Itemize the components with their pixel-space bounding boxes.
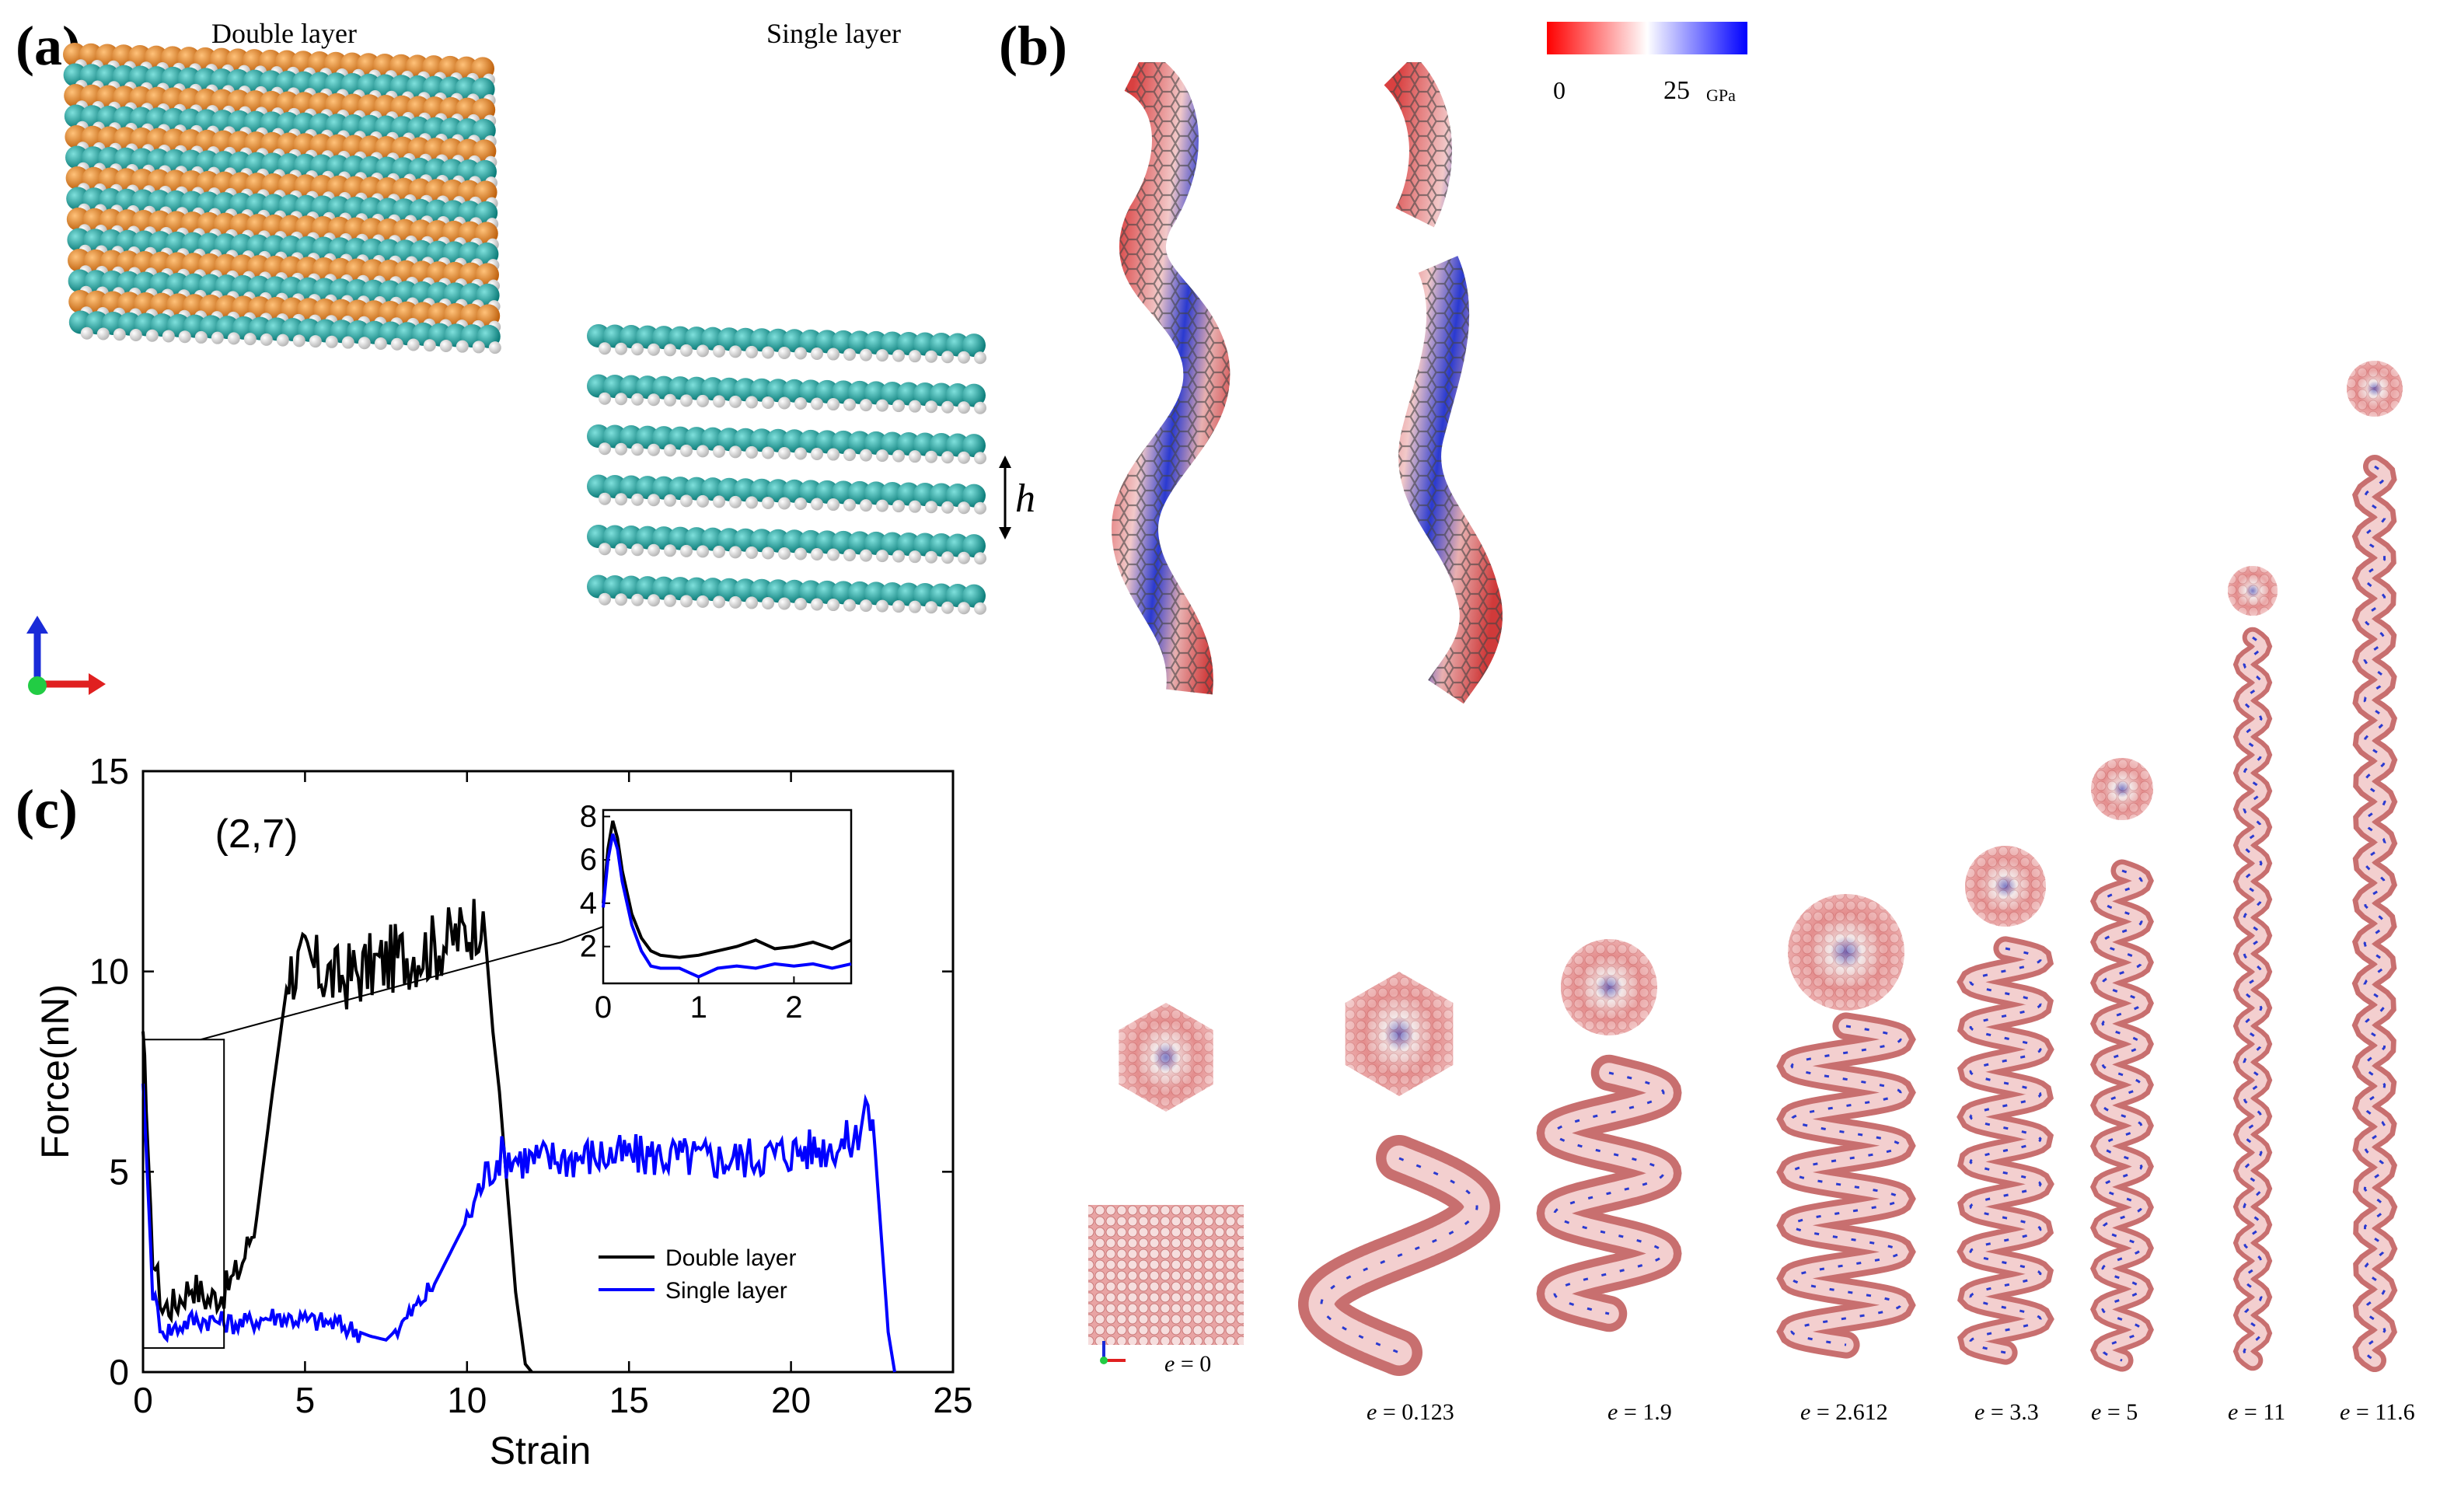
inset-x-tick-label: 1 [690,990,707,1025]
x-tick-label: 10 [447,1380,487,1420]
molecule-row [64,104,497,148]
x-tick-label: 20 [771,1380,811,1420]
y-tick-label: 0 [109,1352,129,1392]
helix-structure-6 [2228,566,2278,1371]
y-tick-label: 10 [89,952,129,992]
inset-y-tick-label: 4 [580,886,597,920]
legend-label: Single layer [665,1278,787,1304]
strain-label-2: e = 1.9 [1607,1399,1672,1425]
series-line-single-layer [141,1083,896,1373]
molecule-row [587,574,986,615]
helix-structure-4 [1957,846,2054,1365]
inset-y-tick-label: 8 [580,799,597,833]
molecule-row [587,424,986,465]
double-layer-title: Double layer [211,18,357,49]
molecule-row [66,208,499,251]
inset-series-line-single-layer [602,833,852,979]
strain-label-0: e = 0 [1164,1351,1212,1377]
single-layer-stack [587,324,986,615]
strain-label-1: e = 0.123 [1367,1399,1454,1425]
series-line-double-layer [141,899,533,1374]
ribbon-structure-1 [1111,62,1230,695]
panel-b-structure-render [1088,62,2403,1376]
h-label: h [1015,477,1035,521]
zoom-box [142,1039,225,1350]
panel-a-molecular-render [26,43,1011,695]
molecule-row [587,474,986,515]
inset-x-tick-label: 0 [595,990,612,1025]
molecule-row [68,310,501,354]
strain-label-3: e = 2.612 [1800,1399,1888,1425]
x-tick-label: 15 [609,1380,649,1420]
x-tick-label: 5 [295,1380,316,1420]
molecule-row [67,228,500,272]
force-strain-chart: 0 5 10 15 20 25 0 5 10 15 Strain Force(nN) (2,7) 0 1 2 2… [33,751,973,1472]
double-layer-stack [63,43,501,354]
molecule-row [65,145,497,190]
colorbar-min-label: 0 [1553,76,1566,104]
single-layer-title: Single layer [766,18,901,49]
y-axis-label: Force(nN) [33,984,77,1159]
strain-label-4: e = 3.3 [1974,1399,2039,1425]
x-tick-label: 0 [133,1380,153,1420]
inset-y-tick-label: 2 [580,930,597,964]
zoom-connector [200,941,562,1041]
colorbar-max-label: 25 [1663,76,1690,105]
molecule-row [64,84,497,127]
stress-colorbar [1547,22,1747,54]
colorbar-unit-label: GPa [1706,86,1736,105]
x-axis-label: Strain [490,1429,592,1472]
inset-frame [602,808,853,985]
molecule-row [587,374,986,414]
molecule-row [68,269,501,313]
strain-label-6: e = 11 [2228,1399,2286,1425]
y-tick-label: 5 [109,1151,129,1192]
x-tick-label: 25 [933,1380,972,1420]
molecule-row [587,525,986,565]
helix-structure-1 [1298,972,1500,1376]
ribbon-structure-2 [1383,62,1503,704]
molecule-row [587,324,986,365]
h-spacing-marker [999,456,1011,540]
panel-c-label: (c) [16,778,78,840]
strain-label-5: e = 5 [2091,1399,2138,1425]
helix-structure-2 [1536,939,1682,1332]
panel-b-label: (b) [999,15,1067,77]
inset-series-line-double-layer [602,820,852,959]
strain-label-7: e = 11.6 [2340,1399,2415,1425]
helix-structure-0 [1088,1003,1244,1345]
inset-y-tick-label: 6 [580,843,597,877]
zoom-connector-2 [560,926,604,943]
molecule-row [63,43,495,86]
axes-triad-small-icon [1100,1341,1126,1364]
legend-label: Double layer [665,1245,796,1271]
axes-triad-icon [26,616,106,695]
helix-structure-3 [1776,894,1916,1359]
y-tick-label: 15 [89,751,129,791]
helix-structure-7 [2347,361,2403,1372]
helix-structure-5 [2089,758,2154,1372]
chart-title: (2,7) [215,812,298,857]
inset-x-tick-label: 2 [785,990,802,1025]
